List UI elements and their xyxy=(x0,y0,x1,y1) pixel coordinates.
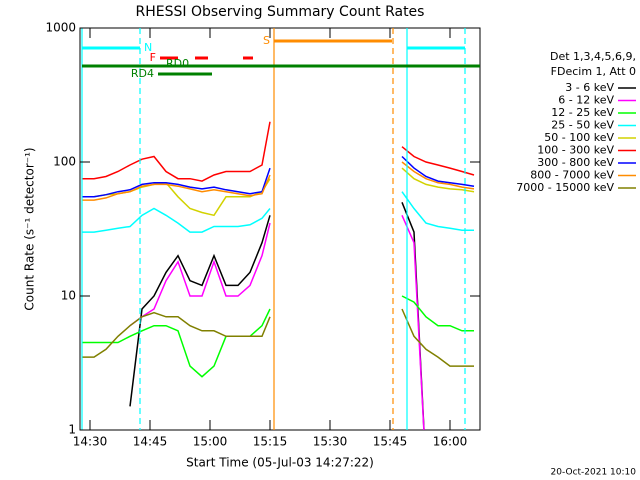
legend-label: 50 - 100 keV xyxy=(544,131,614,144)
legend-header: Det 1,3,4,5,6,9, xyxy=(550,50,636,63)
series-line xyxy=(82,155,475,198)
x-tick-label: 15:15 xyxy=(253,435,288,449)
x-tick-label: 15:45 xyxy=(373,435,408,449)
x-tick-label: 14:30 xyxy=(73,435,108,449)
legend-label: 25 - 50 keV xyxy=(551,119,614,132)
x-tick-label: 14:45 xyxy=(133,435,168,449)
series-line xyxy=(82,161,475,201)
legend-label: 3 - 6 keV xyxy=(565,81,614,94)
plot-area xyxy=(81,28,475,430)
legend-label: 7000 - 15000 keV xyxy=(516,181,614,194)
flag-label: N xyxy=(144,41,152,54)
y-tick-label: 100 xyxy=(53,155,76,169)
x-tick-label: 15:30 xyxy=(313,435,348,449)
series-line xyxy=(82,308,474,367)
footer-date: 20-Oct-2021 10:10 xyxy=(551,468,637,478)
flag-label: S xyxy=(263,34,270,47)
series-line xyxy=(82,295,474,378)
flag-label: F xyxy=(150,51,156,64)
series-line xyxy=(82,191,474,233)
y-tick-label: 1 xyxy=(68,423,76,437)
legend-label: 300 - 800 keV xyxy=(537,156,614,169)
legend-label: 100 - 300 keV xyxy=(537,144,614,157)
y-axis-label: Count Rate (s⁻¹ detector⁻¹) xyxy=(23,147,37,310)
y-tick-label: 1000 xyxy=(45,21,76,35)
series-line xyxy=(129,214,425,430)
legend-label: 800 - 7000 keV xyxy=(530,169,614,182)
y-tick-label: 10 xyxy=(61,289,76,303)
chart-title: RHESSI Observing Summary Count Rates xyxy=(136,4,425,20)
legend-label: 12 - 25 keV xyxy=(551,106,614,119)
flag-label: RD4 xyxy=(131,67,154,80)
series-line xyxy=(82,167,475,217)
legend-label: 6 - 12 keV xyxy=(558,94,614,107)
plot-frame xyxy=(79,27,481,431)
x-axis-label: Start Time (05-Jul-03 14:27:22) xyxy=(186,456,374,470)
legend-header: FDecim 1, Att 0 xyxy=(551,65,636,78)
x-tick-label: 16:00 xyxy=(433,435,468,449)
x-tick-label: 15:00 xyxy=(193,435,228,449)
series-line xyxy=(82,121,475,182)
series-line xyxy=(129,202,425,430)
flag-label: RD0 xyxy=(166,57,189,70)
